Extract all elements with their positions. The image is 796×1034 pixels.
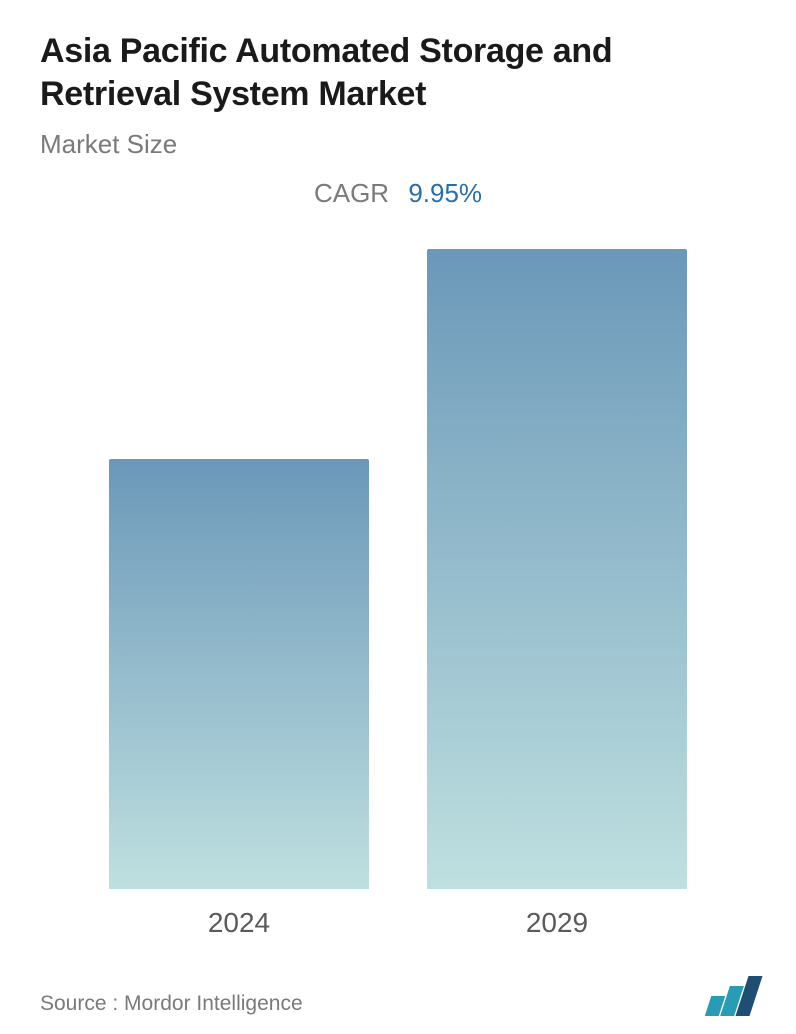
x-label-1: 2029 [427,907,687,939]
bar-wrap-1 [427,249,687,889]
footer: Source : Mordor Intelligence [40,976,756,1016]
page-subtitle: Market Size [40,129,756,160]
cagr-value: 9.95% [408,178,482,208]
bar-2029 [427,249,687,889]
market-summary-card: Asia Pacific Automated Storage and Retri… [0,0,796,1034]
source-text: Source : Mordor Intelligence [40,992,303,1016]
bar-wrap-0 [109,459,369,889]
cagr-label: CAGR [314,178,389,208]
bar-chart [40,229,756,889]
page-title: Asia Pacific Automated Storage and Retri… [40,30,756,115]
cagr-row: CAGR 9.95% [40,178,756,209]
bar-2024 [109,459,369,889]
x-axis-labels: 2024 2029 [40,889,756,939]
x-label-0: 2024 [109,907,369,939]
brand-logo [708,976,756,1016]
